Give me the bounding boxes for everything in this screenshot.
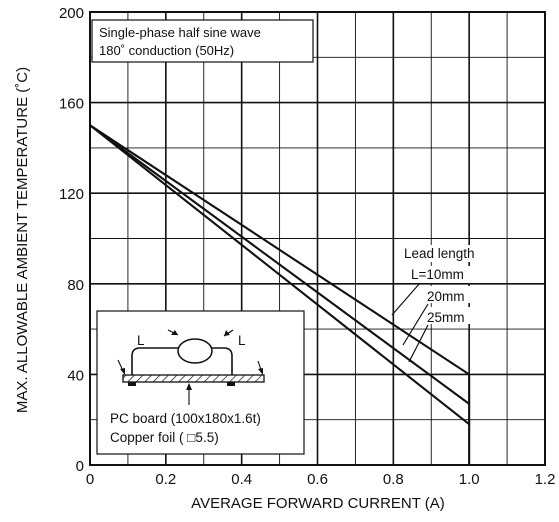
diode-body	[177, 338, 213, 364]
series-label-20mm: 20mm	[427, 289, 465, 304]
x-tick-labels: 0 0.2 0.4 0.6 0.8 1.0 1.2	[86, 471, 556, 488]
mounting-inset: L L PC board (100x180x1.6t) Copper foil …	[96, 310, 305, 455]
lead-length-legend: Lead length L=10mm 20mm 25mm	[391, 245, 494, 363]
lead-wire-right	[212, 347, 233, 375]
lead-wire-left	[131, 347, 178, 375]
legend-title: Lead length	[404, 246, 475, 261]
copper-foil-label: Copper foil ( □5.5)	[110, 430, 219, 445]
x-tick-label: 0.8	[383, 471, 404, 488]
y-tick-label: 40	[67, 367, 84, 384]
x-tick-label: 0.6	[307, 471, 328, 488]
plot-frame	[89, 11, 546, 466]
y-tick-label: 120	[59, 186, 84, 203]
y-tick-label: 200	[59, 5, 84, 22]
series-label-25mm: 25mm	[427, 310, 465, 325]
condition-line-1: Single-phase half sine wave	[99, 25, 261, 40]
series-line-1	[89, 124, 471, 465]
pointer-20mm	[402, 303, 429, 346]
series-line-3	[89, 124, 470, 426]
lead-label-right: L	[238, 333, 246, 348]
x-tick-label: 0	[86, 471, 94, 488]
series-label-10mm: L=10mm	[411, 267, 464, 282]
pointer-25mm	[408, 324, 429, 363]
condition-note: Single-phase half sine wave 180˚ conduct…	[91, 19, 314, 63]
lead-label-left: L	[137, 333, 145, 348]
series-lines	[89, 124, 471, 465]
series-line-2	[89, 124, 470, 405]
pc-board-label: PC board (100x180x1.6t)	[110, 411, 261, 426]
x-tick-label: 0.4	[231, 471, 252, 488]
x-tick-label: 0.2	[155, 471, 176, 488]
pc-board-illustration	[122, 374, 265, 383]
x-axis-label: AVERAGE FORWARD CURRENT (A)	[191, 495, 445, 512]
pointer-10mm	[391, 282, 421, 316]
y-tick-label: 0	[76, 458, 84, 475]
y-tick-labels: 0 40 80 120 160 200	[59, 5, 84, 475]
x-tick-label: 1.2	[535, 471, 556, 488]
condition-line-2: 180˚ conduction (50Hz)	[99, 43, 234, 58]
y-tick-label: 80	[67, 277, 84, 294]
y-tick-label: 160	[59, 96, 84, 113]
y-axis-label: MAX. ALLOWABLE AMBIENT TEMPERATURE (˚C)	[14, 67, 31, 413]
x-tick-label: 1.0	[459, 471, 480, 488]
